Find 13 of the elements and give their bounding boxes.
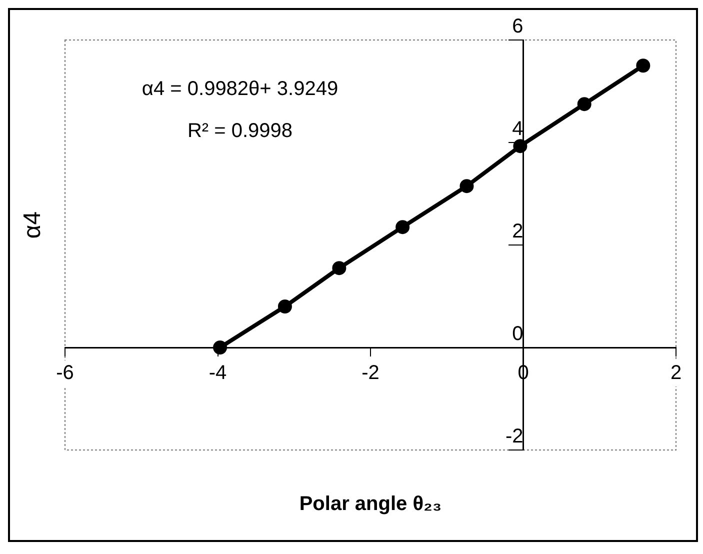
y-axis-title: α4 <box>19 211 46 239</box>
x-tick-label: -2 <box>362 362 380 384</box>
x-tick-label: 2 <box>670 362 682 384</box>
annotation: R² = 0.9998 <box>187 120 293 142</box>
x-axis-title: Polar angle θ₂₃ <box>299 493 442 515</box>
y-tick-label: 4 <box>512 118 524 140</box>
y-tick-label: -2 <box>505 426 524 448</box>
y-tick-label: 6 <box>512 16 524 38</box>
annotation: α4 = 0.9982θ+ 3.9249 <box>142 78 338 100</box>
x-tick-label: -6 <box>56 362 74 384</box>
y-tick-label: 2 <box>512 220 524 243</box>
x-tick-label: -4 <box>208 362 227 384</box>
y-tick-label: 0 <box>512 323 524 346</box>
